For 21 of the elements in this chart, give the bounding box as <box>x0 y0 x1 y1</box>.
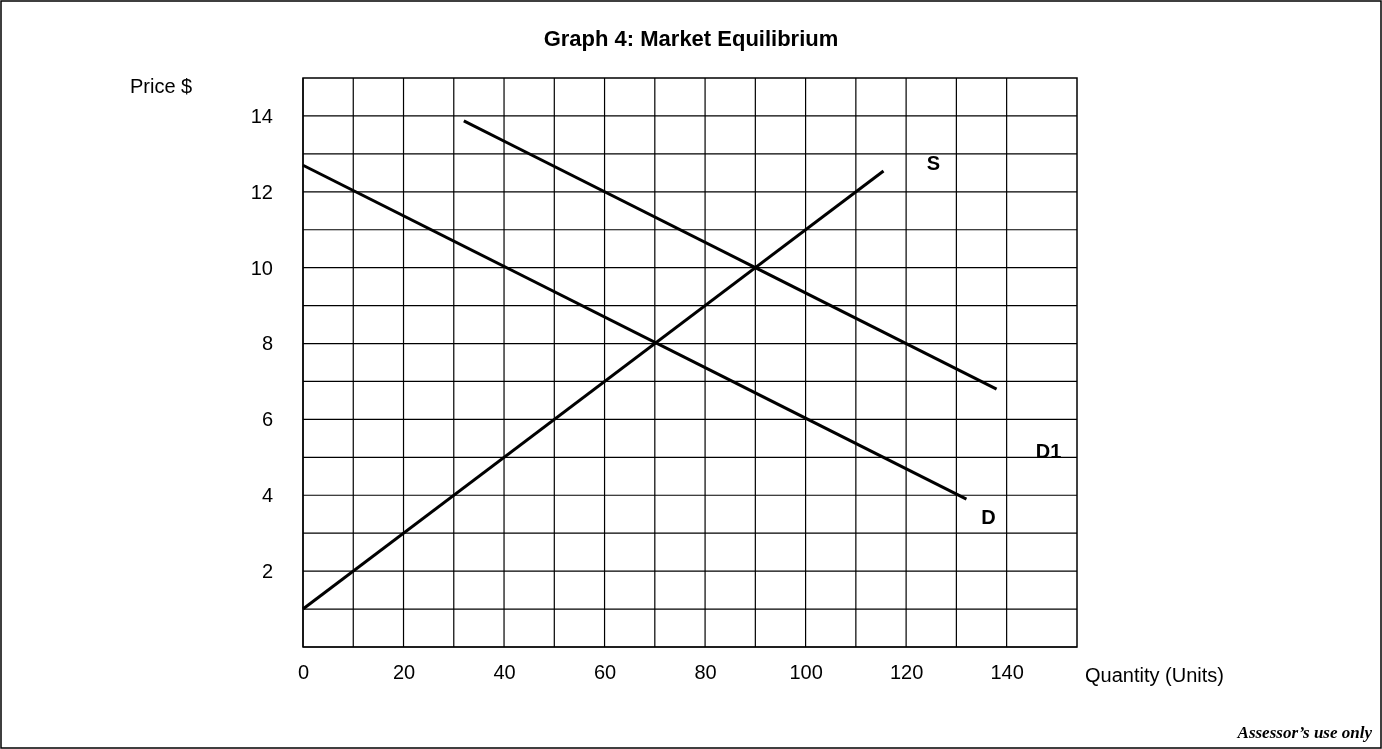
text: Assessor’s use only <box>1236 723 1373 742</box>
y-tick-label: 6 <box>261 408 273 431</box>
y-tick-label: 12 <box>250 180 273 203</box>
x-tick-label: 80 <box>694 661 717 684</box>
x-tick-label: 0 <box>297 661 310 684</box>
y-tick-label: 4 <box>261 484 273 507</box>
series-label: D <box>981 506 996 529</box>
y-tick-label: 2 <box>261 560 273 583</box>
x-tick-label: 120 <box>889 661 924 684</box>
x-tick-label: 100 <box>789 661 823 684</box>
x-tick-label: 60 <box>593 661 617 684</box>
y-axis-title: Price $ <box>130 75 193 97</box>
x-tick-label: 20 <box>392 661 416 684</box>
y-tick-label: 10 <box>250 256 273 279</box>
y-tick-label: 8 <box>261 332 273 355</box>
x-axis-title: Quantity (Units) <box>1085 664 1224 686</box>
y-tick-label: 14 <box>250 104 273 127</box>
chart-title: Graph 4: Market Equilibrium <box>543 26 839 51</box>
x-tick-label: 40 <box>493 661 516 684</box>
x-tick-label: 140 <box>990 661 1024 684</box>
text: S <box>926 151 941 174</box>
